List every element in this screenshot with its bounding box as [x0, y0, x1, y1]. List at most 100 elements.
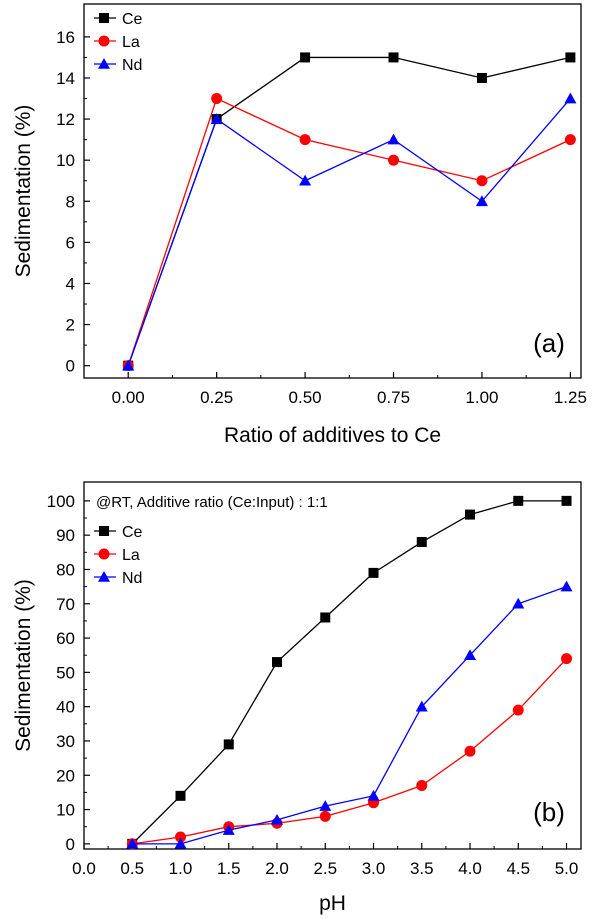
data-point	[561, 495, 572, 506]
y-tick-label: 10	[56, 801, 75, 820]
legend-entry-nd: Nd	[94, 570, 142, 587]
data-point	[513, 495, 524, 506]
data-point	[319, 800, 332, 811]
y-tick-label: 0	[66, 357, 75, 376]
legend-marker	[98, 58, 110, 69]
y-axis-title: Sedimentation (%)	[12, 105, 35, 278]
data-point	[271, 813, 284, 825]
y-tick-label: 10	[56, 151, 75, 170]
data-point	[320, 612, 331, 623]
legend-label: Nd	[122, 570, 142, 587]
data-point	[175, 790, 186, 801]
x-axis-title: Ratio of additives to Ce	[224, 424, 441, 447]
legend-label: Nd	[122, 57, 142, 74]
legend-entry-la: La	[94, 547, 140, 564]
data-point	[387, 133, 400, 145]
series-line	[127, 56, 571, 366]
series-la	[126, 653, 573, 850]
legend-label: La	[122, 547, 140, 564]
x-tick-label: 1.0	[169, 859, 193, 878]
data-point	[210, 113, 223, 124]
series-line	[131, 500, 567, 845]
x-tick-label: 1.25	[554, 388, 587, 407]
data-point	[560, 580, 573, 592]
data-point	[415, 700, 428, 712]
legend-label: La	[122, 34, 140, 51]
x-tick-label: 4.0	[458, 859, 482, 878]
plot-frame	[83, 3, 582, 379]
series-nd	[122, 92, 577, 371]
series-line	[132, 585, 567, 845]
series-line	[127, 98, 571, 366]
y-tick-label: 4	[66, 274, 75, 293]
data-point	[512, 704, 524, 716]
data-point	[476, 72, 487, 83]
data-point	[416, 780, 428, 792]
data-point	[512, 597, 525, 609]
data-point	[465, 509, 476, 520]
data-point	[126, 837, 139, 849]
y-tick-label: 80	[56, 560, 75, 579]
y-tick-label: 60	[56, 629, 75, 648]
x-axis-title: pH	[319, 892, 346, 915]
series-ce	[123, 52, 576, 371]
data-point	[416, 537, 427, 548]
data-point	[564, 92, 577, 104]
y-tick-label: 100	[47, 492, 75, 511]
y-tick-label: 6	[66, 233, 75, 252]
y-tick-label: 0	[66, 835, 75, 854]
series-nd	[126, 580, 573, 849]
data-point	[272, 657, 283, 668]
panel-b: 0.0 0.5 1.0 1.5 2.0 2.5 3.0 3.5 4.0 4.5 5.0 0 10 20 30…	[12, 481, 582, 915]
legend-entry-ce: Ce	[94, 11, 143, 28]
panel-a: 0.00 0.25 0.50 0.75 1.00 1.25 0 2 4 6 8 10 12 14 16 Rat…	[12, 3, 587, 447]
data-point	[122, 359, 135, 371]
x-tick-label: 4.5	[506, 859, 530, 878]
data-point	[564, 134, 576, 146]
y-tick-label: 40	[56, 698, 75, 717]
x-tick-label: 0.0	[72, 859, 96, 878]
data-point	[368, 567, 379, 578]
data-point	[299, 174, 312, 186]
series-line	[132, 658, 567, 845]
data-point	[464, 745, 476, 757]
series-la	[122, 93, 576, 372]
data-point	[299, 134, 311, 146]
legend-marker	[99, 526, 109, 536]
y-tick-label: 70	[56, 595, 75, 614]
x-tick-label: 0.5	[120, 859, 144, 878]
legend-marker	[98, 35, 110, 47]
legend-label: Ce	[122, 11, 143, 28]
data-point	[319, 810, 331, 822]
legend-marker	[99, 13, 109, 23]
x-tick-label: 0.75	[377, 388, 410, 407]
data-point	[211, 93, 223, 105]
y-tick-label: 12	[56, 110, 75, 129]
data-point	[223, 739, 234, 750]
legend-entry-ce: Ce	[94, 524, 143, 541]
data-point	[388, 52, 399, 63]
y-tick-label: 50	[56, 663, 75, 682]
x-tick-label: 5.0	[555, 859, 579, 878]
data-point	[388, 154, 400, 166]
y-tick-label: 2	[66, 316, 75, 335]
data-point	[300, 52, 311, 63]
series-line	[127, 97, 571, 366]
data-point	[175, 831, 187, 843]
data-point	[476, 175, 488, 187]
legend-entry-la: La	[94, 34, 140, 51]
y-axis-title: Sedimentation (%)	[12, 579, 35, 752]
annotation: @RT, Additive ratio (Ce:Input) : 1:1	[96, 494, 328, 511]
y-tick-label: 14	[56, 69, 75, 88]
series-ce	[127, 495, 572, 849]
y-tick-label: 20	[56, 766, 75, 785]
legend-marker	[98, 548, 110, 560]
legend-marker	[98, 571, 110, 582]
data-point	[561, 653, 573, 665]
x-tick-label: 3.0	[362, 859, 386, 878]
data-point	[475, 195, 488, 207]
x-tick-label: 1.00	[465, 388, 498, 407]
legend-entry-nd: Nd	[94, 57, 142, 74]
plot-frame	[83, 481, 582, 850]
